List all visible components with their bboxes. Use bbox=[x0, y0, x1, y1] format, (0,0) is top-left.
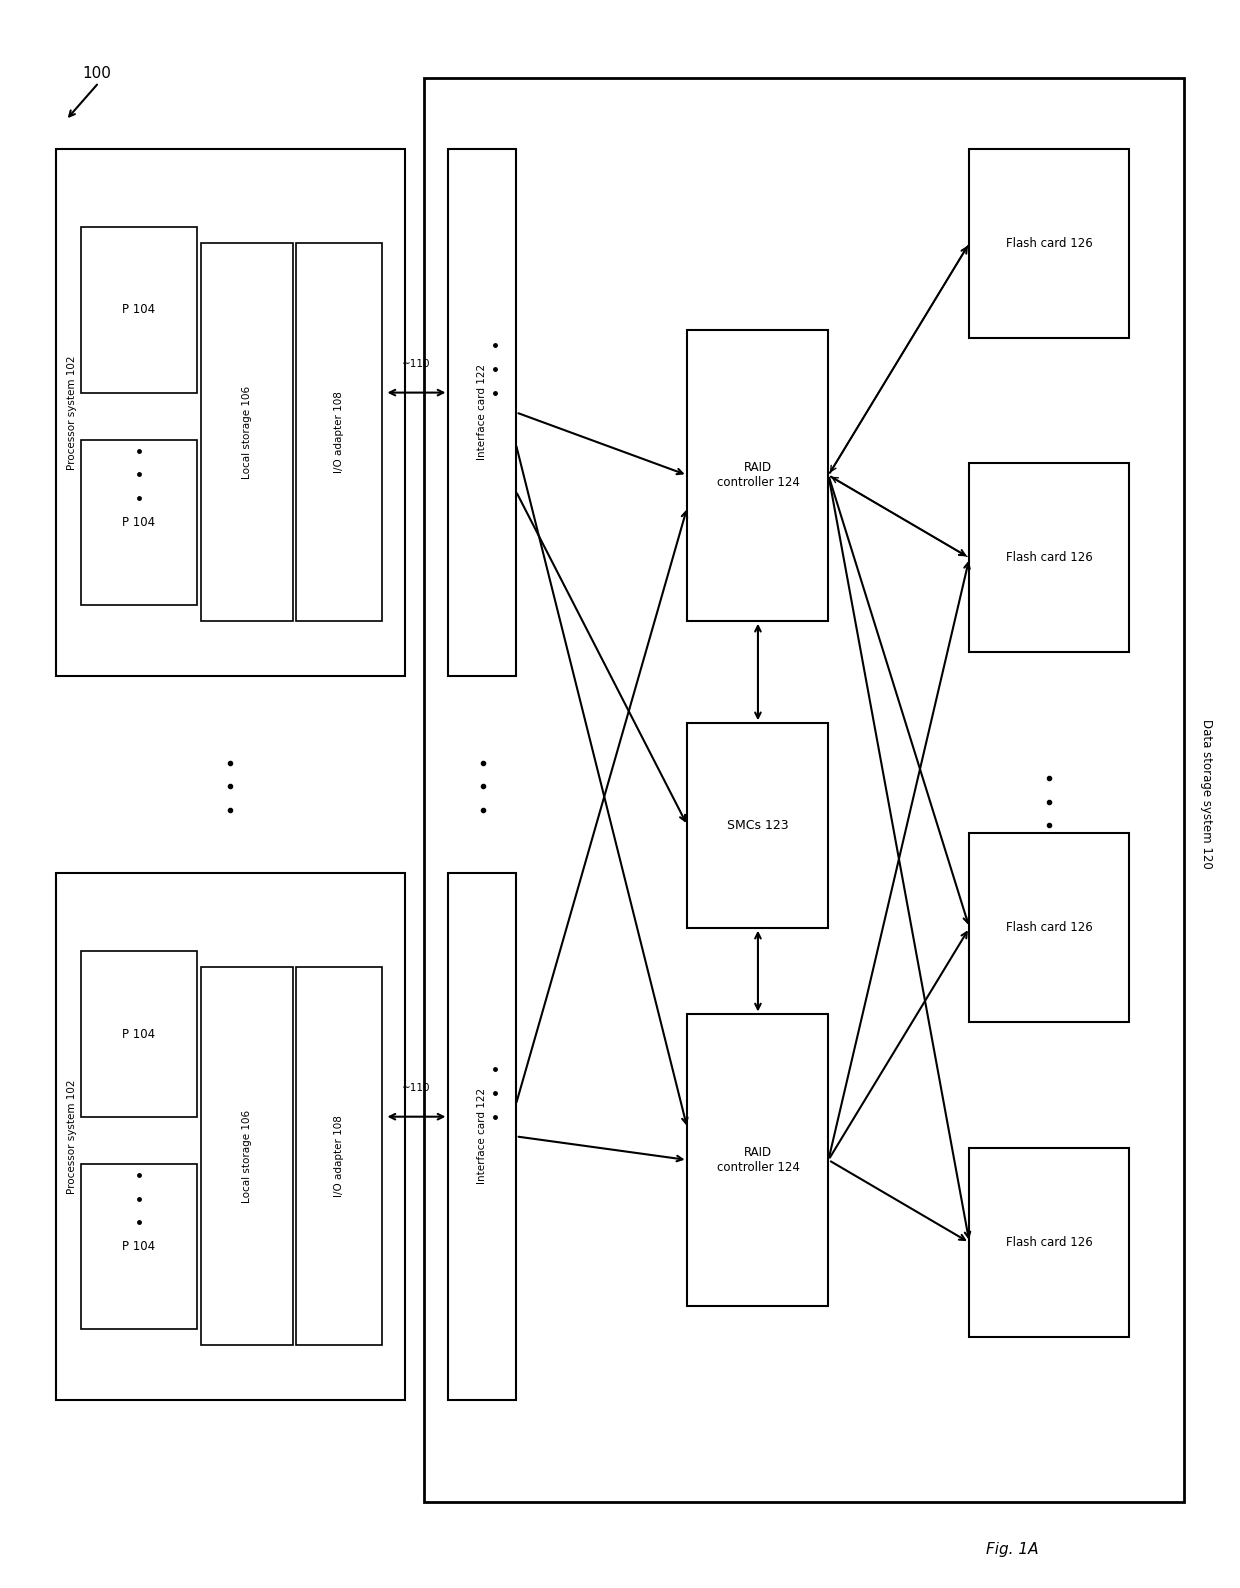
Bar bbox=[970, 834, 1128, 1023]
Text: P 104: P 104 bbox=[123, 303, 155, 316]
Bar bbox=[201, 967, 293, 1345]
Text: ~110: ~110 bbox=[402, 1083, 430, 1093]
Text: Fig. 1A: Fig. 1A bbox=[986, 1542, 1039, 1558]
Text: P 104: P 104 bbox=[123, 1240, 155, 1253]
Bar bbox=[449, 873, 516, 1401]
Bar bbox=[81, 1164, 197, 1329]
Text: 100: 100 bbox=[82, 65, 110, 81]
Text: Flash card 126: Flash card 126 bbox=[1006, 921, 1092, 934]
Text: RAID
controller 124: RAID controller 124 bbox=[717, 1147, 800, 1174]
Bar bbox=[81, 227, 197, 392]
Text: SMCs 123: SMCs 123 bbox=[727, 819, 789, 832]
Text: P 104: P 104 bbox=[123, 516, 155, 529]
Text: ~110: ~110 bbox=[402, 359, 430, 368]
Text: Flash card 126: Flash card 126 bbox=[1006, 551, 1092, 564]
Text: RAID
controller 124: RAID controller 124 bbox=[717, 461, 800, 489]
Text: Processor system 102: Processor system 102 bbox=[67, 356, 77, 470]
Bar bbox=[449, 149, 516, 676]
Text: Interface card 122: Interface card 122 bbox=[477, 364, 487, 461]
Text: Flash card 126: Flash card 126 bbox=[1006, 1235, 1092, 1250]
Text: Flash card 126: Flash card 126 bbox=[1006, 237, 1092, 249]
Bar bbox=[970, 464, 1128, 653]
Text: Processor system 102: Processor system 102 bbox=[67, 1080, 77, 1194]
Bar bbox=[296, 243, 382, 621]
Bar bbox=[296, 967, 382, 1345]
Bar bbox=[424, 78, 1184, 1502]
Text: Interface card 122: Interface card 122 bbox=[477, 1088, 487, 1185]
Bar bbox=[687, 1015, 828, 1305]
Text: Local storage 106: Local storage 106 bbox=[242, 1110, 252, 1202]
Text: Local storage 106: Local storage 106 bbox=[242, 386, 252, 478]
Text: Data storage system 120: Data storage system 120 bbox=[1199, 719, 1213, 869]
Bar bbox=[201, 243, 293, 621]
Bar bbox=[687, 330, 828, 621]
Text: P 104: P 104 bbox=[123, 1027, 155, 1040]
Bar bbox=[56, 873, 405, 1401]
Text: I/O adapter 108: I/O adapter 108 bbox=[335, 1115, 345, 1197]
Bar bbox=[56, 149, 405, 676]
Text: I/O adapter 108: I/O adapter 108 bbox=[335, 391, 345, 473]
Bar bbox=[970, 1148, 1128, 1337]
Bar bbox=[81, 951, 197, 1116]
Bar bbox=[687, 723, 828, 927]
Bar bbox=[81, 440, 197, 605]
Bar bbox=[970, 149, 1128, 338]
